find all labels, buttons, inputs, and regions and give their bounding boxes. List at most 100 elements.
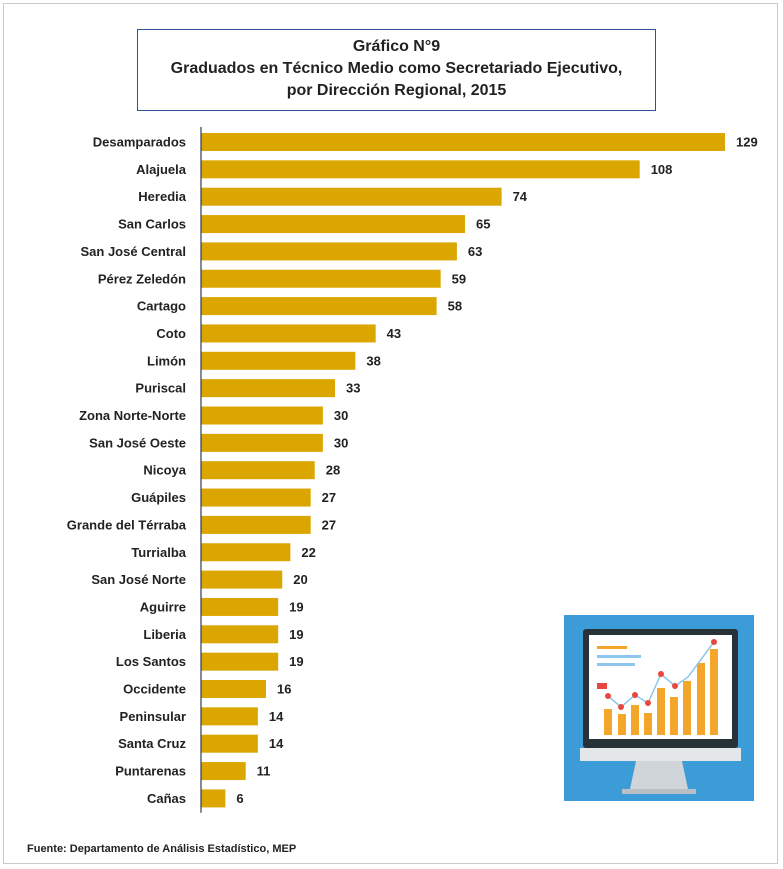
data-label: 11 — [257, 764, 271, 779]
screen-point — [711, 639, 717, 645]
data-label: 33 — [346, 381, 360, 396]
category-label: San Carlos — [118, 217, 186, 232]
chart-frame — [3, 3, 778, 864]
bar — [201, 789, 226, 808]
data-label: 19 — [289, 627, 303, 642]
category-label: San José Central — [81, 244, 187, 259]
bar — [201, 707, 258, 726]
data-label: 22 — [301, 545, 315, 560]
screen-bar — [710, 649, 718, 735]
data-label: 6 — [236, 791, 243, 806]
screen-text-line — [597, 646, 627, 649]
bar — [201, 652, 279, 671]
screen-point — [645, 700, 651, 706]
bar — [201, 406, 323, 425]
monitor-stand — [630, 761, 688, 789]
bar — [201, 762, 246, 781]
data-label: 129 — [736, 135, 758, 150]
bar — [201, 297, 437, 316]
category-label: Puriscal — [135, 381, 186, 396]
category-label: Guápiles — [131, 490, 186, 505]
bar — [201, 133, 725, 151]
category-label: Liberia — [143, 627, 186, 642]
screen-point — [672, 683, 678, 689]
category-label: Grande del Térraba — [67, 517, 187, 532]
bar — [201, 734, 258, 753]
bar — [201, 269, 441, 288]
chart-title-box: Gráfico N°9 Graduados en Técnico Medio c… — [137, 29, 656, 111]
category-label: Pérez Zeledón — [98, 271, 186, 286]
data-label: 59 — [452, 271, 466, 286]
data-label: 27 — [322, 517, 336, 532]
bar — [201, 515, 311, 534]
screen-bar — [644, 713, 652, 735]
bar — [201, 680, 266, 698]
category-label: Puntarenas — [115, 764, 186, 779]
screen-text-line — [597, 663, 635, 666]
data-label: 30 — [334, 435, 348, 450]
data-label: 27 — [322, 490, 336, 505]
bar — [201, 379, 336, 398]
category-label: Occidente — [123, 682, 186, 697]
screen-trend-line — [607, 641, 715, 708]
category-label: Santa Cruz — [118, 736, 186, 751]
data-label: 38 — [366, 353, 380, 368]
bar — [201, 625, 279, 644]
screen-bar — [683, 681, 691, 735]
category-label: Heredia — [138, 189, 186, 204]
screen-text-line — [597, 655, 641, 658]
screen-point — [605, 693, 611, 699]
monitor-base — [622, 789, 696, 794]
screen-bar — [631, 705, 639, 735]
data-label: 28 — [326, 463, 340, 478]
bar — [201, 570, 283, 589]
monitor-bezel — [580, 748, 741, 761]
data-label: 20 — [293, 572, 307, 587]
bar — [201, 187, 502, 206]
bar — [201, 543, 291, 562]
data-label: 63 — [468, 244, 482, 259]
screen-bar — [604, 709, 612, 735]
data-label: 14 — [269, 736, 284, 751]
data-label: 30 — [334, 408, 348, 423]
bar — [201, 461, 315, 480]
category-label: Cañas — [147, 791, 186, 806]
data-label: 43 — [387, 326, 401, 341]
category-label: Limón — [147, 353, 186, 368]
data-label: 19 — [289, 599, 303, 614]
bar — [201, 351, 356, 370]
data-label: 108 — [651, 162, 673, 177]
monitor-chart-icon — [564, 615, 754, 801]
chart-title-line-2: Graduados en Técnico Medio como Secretar… — [170, 60, 623, 77]
category-label: Aguirre — [140, 599, 186, 614]
screen-bar — [697, 663, 705, 735]
bar — [201, 324, 376, 343]
data-label: 58 — [448, 299, 462, 314]
screen-bar — [618, 714, 626, 735]
screen-point — [658, 671, 664, 677]
bar — [201, 597, 279, 616]
screen-bar — [657, 688, 665, 735]
category-label: San José Norte — [91, 572, 186, 587]
category-label: Peninsular — [120, 709, 186, 724]
bar — [201, 433, 323, 452]
screen-tag — [597, 683, 607, 689]
category-label: San José Oeste — [89, 435, 186, 450]
category-label: Nicoya — [143, 463, 186, 478]
data-label: 19 — [289, 654, 303, 669]
screen-point — [618, 704, 624, 710]
category-label: Zona Norte-Norte — [79, 408, 186, 423]
data-label: 14 — [269, 709, 284, 724]
category-label: Cartago — [137, 299, 186, 314]
category-label: Alajuela — [136, 162, 187, 177]
category-label: Coto — [156, 326, 186, 341]
chart-title-line-3: por Dirección Regional, 2015 — [286, 82, 507, 99]
category-label: Turrialba — [131, 545, 186, 560]
screen-point — [632, 692, 638, 698]
bar — [201, 160, 640, 179]
bar — [201, 488, 311, 507]
data-label: 74 — [513, 189, 528, 204]
data-label: 16 — [277, 682, 291, 697]
chart-title-line-1: Gráfico N°9 — [352, 38, 441, 55]
